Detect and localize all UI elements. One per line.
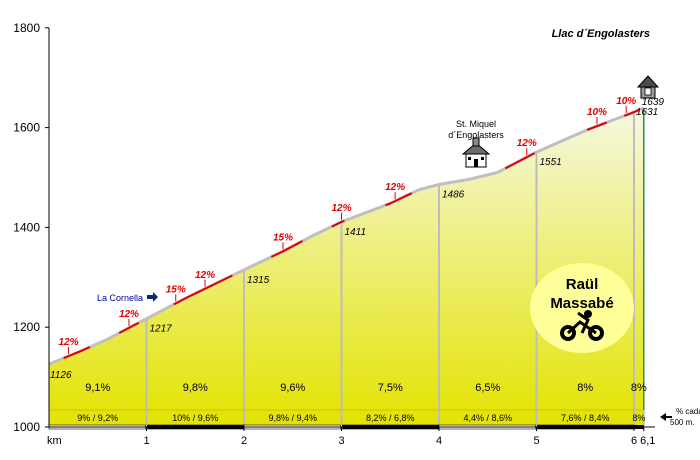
steep-section-line	[331, 219, 345, 228]
chapel-icon	[461, 137, 491, 168]
elevation-label: 1631	[636, 107, 658, 118]
half-km-gradient-labels: 9% / 9,2% 10% / 9,6% 9,8% / 9,4% 8,2% / 6,8…	[77, 413, 645, 423]
segment-average-label: 9,6%	[280, 382, 305, 394]
arrow-right-icon	[147, 292, 158, 302]
profile-area-group	[48, 106, 645, 427]
rider-badge-ellipse	[530, 263, 634, 353]
half-km-gradient-label: 8,2% / 6,8%	[366, 413, 415, 423]
steep-section-label: 10%	[587, 107, 607, 118]
x-tick-label: 2	[241, 435, 247, 447]
per-unit-note-line2: 500 m.	[670, 418, 694, 427]
y-ticks: 1000 1200 1400 1600 1800	[13, 21, 49, 434]
elevation-label: 1551	[540, 157, 562, 168]
y-tick-label: 1000	[13, 420, 40, 434]
steep-section-label: 12%	[331, 203, 351, 214]
x-tick-label: 5	[533, 435, 539, 447]
x-tick-label: 6,1	[640, 435, 655, 447]
place-la-cornella: La Cornella	[97, 292, 158, 303]
segment-average-labels: 9,1% 9,8% 9,6% 7,5% 6,5% 8% 8%	[85, 382, 647, 394]
y-tick-label: 1800	[13, 21, 40, 35]
segment-average-label: 8%	[631, 382, 647, 394]
half-km-gradient-label: 7,6% / 8,4%	[561, 413, 610, 423]
y-tick-label: 1400	[13, 220, 40, 234]
half-km-gradient-label: 4,4% / 8,6%	[463, 413, 512, 423]
x-axis-label: km	[47, 435, 62, 447]
segment-average-label: 9,1%	[85, 382, 110, 394]
profile-area	[49, 108, 644, 427]
elevation-label: 1411	[345, 227, 367, 238]
y-tick-label: 1200	[13, 320, 40, 334]
x-tick-label: 1	[143, 435, 149, 447]
rider-first-name: Raül	[566, 276, 599, 293]
elevation-label: 1126	[50, 370, 72, 381]
place-label-la-cornella: La Cornella	[97, 293, 143, 303]
elevation-label: 1639	[642, 97, 665, 108]
place-st-miquel: St. Miquel d´Engolasters	[448, 119, 504, 168]
per-unit-note: % cada 500 m.	[660, 407, 700, 427]
half-km-gradient-label: 8%	[632, 413, 645, 423]
steep-section-label: 12%	[195, 270, 215, 281]
steep-section-line	[385, 192, 413, 207]
x-ticks: km 1 2 3 4 5 6 6,1	[47, 427, 655, 447]
steep-section-line	[194, 274, 233, 295]
steep-section-line	[504, 152, 536, 170]
segment-average-label: 6,5%	[475, 382, 500, 394]
elevation-label: 1217	[150, 324, 173, 335]
steep-sections: 12% 12% 15% 12% 15% 12% 12% 12% 10% 10%	[58, 96, 640, 360]
place-label-st-miquel: St. Miquel	[456, 119, 496, 129]
elevation-label: 1486	[442, 189, 465, 200]
y-tick-label: 1600	[13, 121, 40, 135]
steep-section-line	[270, 240, 303, 258]
steep-section-line	[118, 321, 140, 334]
half-km-gradient-label: 9,8% / 9,4%	[268, 413, 317, 423]
x-tick-label: 6	[631, 435, 637, 447]
segment-average-label: 7,5%	[378, 382, 403, 394]
half-km-gradient-label: 9% / 9,2%	[77, 413, 118, 423]
per-unit-note-line1: % cada	[676, 407, 700, 416]
x-tick-label: 3	[338, 435, 344, 447]
steep-section-label: 10%	[616, 96, 636, 107]
rider-last-name: Massabé	[550, 295, 613, 312]
steep-section-line	[623, 109, 640, 117]
steep-section-line	[63, 346, 91, 360]
steep-section-line	[586, 121, 608, 131]
cyclist-icon	[560, 310, 604, 341]
house-icon	[636, 75, 660, 99]
chart-title: Llac d´Engolasters	[552, 28, 650, 40]
steep-section-label: 12%	[517, 138, 537, 149]
place-label-engolasters: d´Engolasters	[448, 130, 504, 140]
steep-section-label: 12%	[119, 309, 139, 320]
rider-badge: Raül Massabé	[530, 263, 634, 353]
segment-average-label: 9,8%	[183, 382, 208, 394]
elevation-label: 1315	[247, 275, 270, 286]
steep-section-label: 12%	[385, 182, 405, 193]
steep-section-label: 15%	[166, 284, 186, 295]
steep-section-label: 15%	[273, 232, 293, 243]
segment-average-label: 8%	[577, 382, 593, 394]
half-km-gradient-label: 10% / 9,6%	[172, 413, 218, 423]
x-tick-label: 4	[436, 435, 442, 447]
steep-section-label: 12%	[58, 337, 78, 348]
arrow-left-icon	[660, 413, 672, 421]
